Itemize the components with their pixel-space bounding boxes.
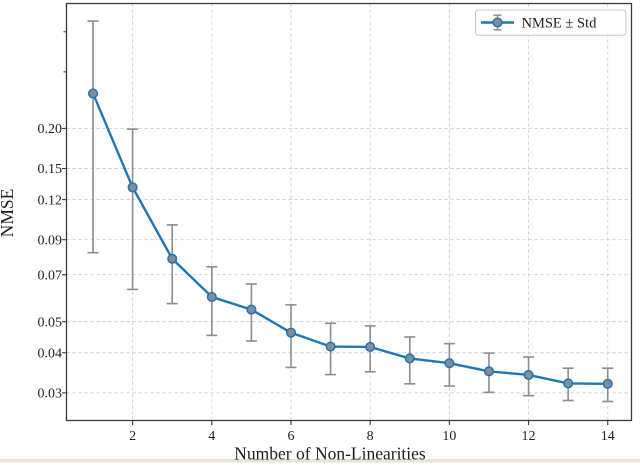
grid-layer [66, 3, 632, 421]
y-tick-label: 0.03 [38, 387, 63, 402]
x-tick-labels: 2 4 6 8 10 12 14 [129, 429, 615, 444]
legend: NMSE ± Std [475, 9, 627, 36]
legend-label: NMSE ± Std [522, 15, 598, 31]
nmse-line [91, 92, 608, 386]
x-tick-label: 6 [287, 429, 294, 444]
data-point-marker [523, 369, 534, 381]
data-point-marker [404, 353, 415, 364]
data-point-markers [87, 88, 613, 389]
axis-ticks [62, 31, 609, 425]
y-tick-label: 0.07 [38, 268, 63, 283]
error-bars [87, 20, 614, 403]
plot-area-border [65, 2, 633, 422]
y-tick-label: 0.04 [38, 346, 63, 361]
x-tick-label: 8 [367, 429, 374, 444]
y-tick-label: 0.15 [38, 162, 63, 177]
x-tick-label: 2 [129, 429, 136, 444]
y-tick-label: 0.09 [38, 233, 63, 248]
data-point-marker [206, 291, 217, 302]
y-tick-label: 0.20 [38, 122, 63, 137]
data-point-marker [602, 378, 613, 389]
x-tick-label: 12 [522, 429, 536, 444]
data-point-marker [87, 88, 99, 99]
data-point-marker [365, 341, 376, 352]
x-axis-label: Number of Non-Linearities [234, 444, 426, 464]
y-tick-label: 0.12 [38, 193, 63, 208]
y-axis-label: NMSE [0, 189, 17, 238]
x-tick-label: 4 [208, 429, 215, 444]
data-point-marker [167, 253, 178, 264]
y-tick-labels: 0.03 0.04 0.05 0.07 0.09 0.12 0.15 0.20 [38, 122, 63, 401]
data-point-marker [127, 182, 138, 193]
data-point-marker [563, 378, 574, 389]
y-tick-label: 0.05 [38, 315, 63, 330]
data-point-marker [325, 341, 336, 352]
x-tick-label: 14 [601, 429, 615, 444]
series-line [91, 92, 608, 386]
legend-errorbar-icon [481, 14, 514, 31]
bottom-edge-artifact [0, 459, 640, 463]
x-tick-label: 10 [442, 429, 456, 444]
data-point-marker [483, 366, 495, 377]
data-point-marker [246, 304, 257, 315]
legend-box [475, 9, 627, 36]
data-point-marker [444, 358, 455, 369]
data-point-marker [285, 327, 297, 338]
